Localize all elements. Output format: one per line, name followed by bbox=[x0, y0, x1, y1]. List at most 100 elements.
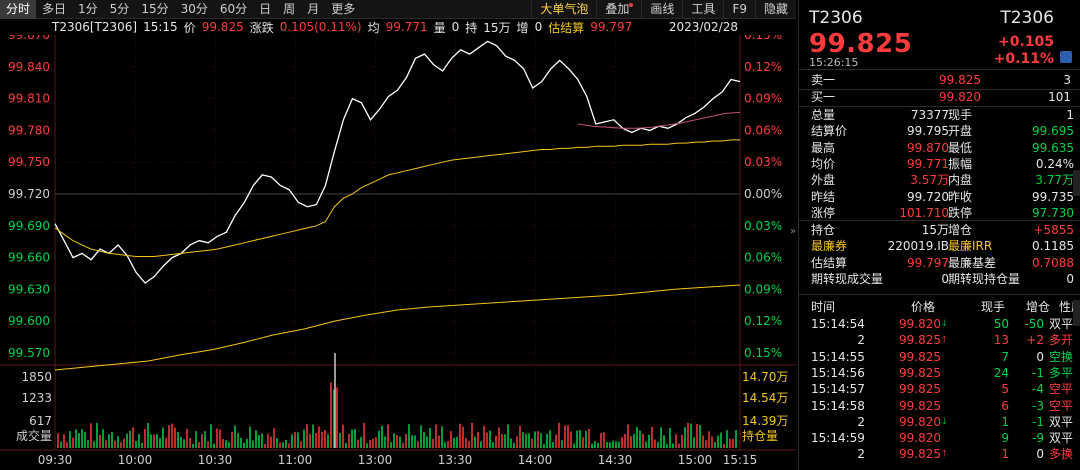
edit-icon[interactable] bbox=[1060, 51, 1072, 63]
trade-price: 99.825 bbox=[899, 447, 941, 462]
price-axis-label: 99.780 bbox=[8, 123, 50, 137]
trade-time: 2 bbox=[857, 333, 865, 348]
stat-value: 99.771 bbox=[907, 156, 949, 171]
stat-label: 开盘 bbox=[948, 124, 973, 139]
stat-value: +5855 bbox=[1033, 223, 1074, 237]
volume-axis-label: 1850 bbox=[21, 370, 52, 384]
stat-value: 99.795 bbox=[907, 124, 949, 139]
price-axis-label: 99.720 bbox=[8, 187, 50, 201]
price-axis-label: 99.840 bbox=[8, 60, 50, 74]
stat-row: 最高 99.870 最低 99.635 bbox=[811, 140, 1074, 157]
trades-header-cell: 现手 bbox=[981, 300, 1006, 314]
stat-label: 总量 bbox=[811, 108, 836, 122]
change-value: 0.105(0.11%) bbox=[279, 20, 362, 34]
toolbar-button-0[interactable]: 大单气泡 bbox=[531, 0, 596, 19]
toolbar-button-1[interactable]: 叠加 bbox=[596, 0, 641, 19]
trade-oi-change: -9 bbox=[1032, 431, 1044, 446]
trade-time: 2 bbox=[857, 447, 865, 462]
book-price: 99.820 bbox=[939, 90, 981, 104]
tab-2[interactable]: 1分 bbox=[78, 1, 98, 16]
stat-value: 3.57万 bbox=[910, 173, 949, 188]
trade-type: 空平 bbox=[1049, 382, 1074, 397]
tab-6[interactable]: 60分 bbox=[219, 1, 248, 16]
series-line-avg bbox=[54, 139, 740, 257]
intraday-chart[interactable]: 99.870 0.15% 99.840 0.12% 99.810 0.09% 99.780 0… bbox=[0, 35, 796, 470]
stat-value: 15万 bbox=[921, 223, 949, 237]
tab-5[interactable]: 30分 bbox=[180, 1, 208, 16]
pct-axis-label: 0.06% bbox=[744, 123, 782, 137]
trade-qty: 1 bbox=[1001, 414, 1009, 429]
panel-scrollbar[interactable] bbox=[1073, 170, 1080, 196]
stat-label: 跌停 bbox=[948, 205, 973, 220]
time-value: 15:15 bbox=[143, 20, 178, 34]
down-arrow-icon: 🡓 bbox=[942, 416, 947, 427]
stat-label: 昨结 bbox=[811, 189, 836, 204]
oi-value: 15万 bbox=[483, 20, 511, 35]
quote-panel: T2306 T2306 99.825 +0.105 +0.11% 15:26:1… bbox=[798, 0, 1080, 470]
info-strip: T2306[T2306] 15:15 价 99.825 涨跌 0.105(0.1… bbox=[0, 19, 796, 35]
price-axis-label: 99.870 bbox=[8, 35, 50, 42]
avg-value: 99.771 bbox=[385, 20, 428, 34]
trade-price: 99.820 bbox=[899, 431, 941, 446]
trade-time: 2 bbox=[857, 414, 865, 429]
oi-axis-label: 14.39万 bbox=[742, 414, 788, 428]
divider bbox=[799, 294, 1080, 295]
tab-0[interactable]: 分时 bbox=[0, 0, 37, 19]
pct-axis-label: 0.03% bbox=[744, 219, 782, 233]
time-axis-label: 13:30 bbox=[438, 453, 473, 467]
stat-label: 内盘 bbox=[948, 173, 973, 188]
stat-value: 220019.IB bbox=[887, 239, 949, 254]
tab-4[interactable]: 15分 bbox=[141, 1, 169, 16]
pct-axis-label: 0.03% bbox=[744, 155, 782, 169]
stat-value: 97.730 bbox=[1032, 205, 1074, 220]
price-axis-label: 99.750 bbox=[8, 155, 50, 169]
pct-axis-label: 0.12% bbox=[744, 314, 782, 328]
tab-8[interactable]: 周 bbox=[283, 1, 296, 16]
stat-row: 总量 73377 现手 1 bbox=[811, 107, 1074, 124]
trade-time: 15:14:58 bbox=[811, 398, 865, 413]
stat-label: 估结算 bbox=[811, 255, 848, 270]
price-value: 99.825 bbox=[201, 20, 244, 34]
trade-price: 99.820 bbox=[899, 317, 941, 331]
stat-value: 101.710 bbox=[899, 205, 949, 220]
oi-axis-label: 14.54万 bbox=[742, 391, 788, 405]
pct-axis-label: 0.15% bbox=[744, 35, 782, 42]
toolbar-button-3[interactable]: 工具 bbox=[682, 0, 723, 19]
pct-axis-label: 0.15% bbox=[744, 346, 782, 360]
panel-scrollbar[interactable] bbox=[1073, 300, 1080, 326]
down-arrow-icon: 🡓 bbox=[942, 319, 947, 329]
oi-axis-label: 14.70万 bbox=[742, 370, 788, 384]
tab-9[interactable]: 月 bbox=[307, 1, 320, 16]
stat-value: 99.635 bbox=[1032, 140, 1074, 155]
pct-axis-label: 0.00% bbox=[744, 187, 782, 201]
price-axis-label: 99.600 bbox=[8, 314, 50, 328]
tab-7[interactable]: 日 bbox=[259, 1, 272, 16]
oi-axis-label: 持仓量 bbox=[742, 428, 778, 443]
stat-label: 最廉IRR bbox=[948, 239, 993, 254]
trade-oi-change: -1 bbox=[1032, 365, 1044, 380]
stat-row: 最廉券 220019.IB 最廉IRR 0.1185 bbox=[811, 238, 1074, 255]
time-axis-label: 13:00 bbox=[358, 453, 393, 467]
trade-row: 15:14:58 99.825 6 -3 空平 bbox=[811, 398, 1075, 414]
trade-type: 多开 bbox=[1049, 333, 1074, 348]
price-axis-label: 99.810 bbox=[8, 92, 50, 106]
tab-1[interactable]: 多日 bbox=[42, 1, 67, 16]
collapse-arrow-icon[interactable]: » bbox=[790, 226, 797, 237]
toolbar-button-2[interactable]: 画线 bbox=[641, 0, 682, 19]
stat-value: 0.1185 bbox=[1032, 239, 1074, 254]
stat-value: 99.797 bbox=[907, 255, 949, 270]
book-price: 99.825 bbox=[939, 73, 981, 87]
book-qty: 101 bbox=[1048, 90, 1071, 104]
tab-3[interactable]: 5分 bbox=[109, 1, 130, 16]
stat-label: 振幅 bbox=[948, 156, 973, 171]
time-axis-label: 15:00 bbox=[678, 453, 713, 467]
price-change-pct: +0.11% bbox=[993, 51, 1054, 67]
toolbar-button-4[interactable]: F9 bbox=[723, 0, 755, 19]
trade-row: 2 99.825 🡑 13 +2 多开 bbox=[811, 332, 1075, 348]
stat-label: 增仓 bbox=[948, 223, 973, 237]
volume-axis-label: 617 bbox=[29, 414, 52, 428]
trade-row: 15:14:54 99.820 🡓 50 -50 双平 bbox=[811, 316, 1075, 332]
last-price: 99.825 bbox=[809, 29, 913, 59]
toolbar-button-5[interactable]: 隐藏 bbox=[754, 0, 796, 19]
tab-10[interactable]: 更多 bbox=[331, 1, 356, 16]
